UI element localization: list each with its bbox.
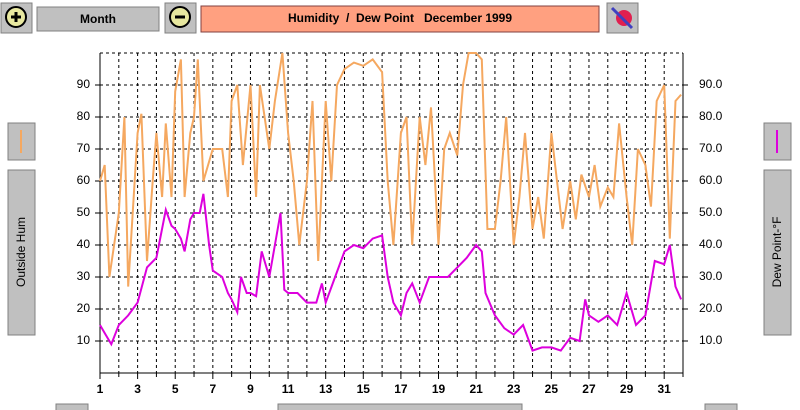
scroll-button[interactable] [704, 403, 738, 410]
y2-tick-label: 90.0 [699, 77, 723, 91]
legend-label: Dew Point-°F [770, 217, 784, 288]
y-tick-label: 40 [77, 237, 91, 251]
y2-tick-label: 10.0 [699, 333, 723, 347]
y2-tick-label: 70.0 [699, 141, 723, 155]
scroll-button[interactable] [55, 403, 89, 410]
x-tick-label: 23 [507, 382, 521, 396]
x-tick-label: 25 [545, 382, 559, 396]
y2-tick-label: 20.0 [699, 301, 723, 315]
left-axis-button[interactable]: Outside Hum [7, 169, 36, 336]
right-legend-swatch[interactable] [763, 122, 792, 161]
x-tick-label: 1 [97, 382, 104, 396]
y2-tick-label: 40.0 [699, 237, 723, 251]
x-tick-label: 19 [432, 382, 446, 396]
left-legend-swatch[interactable] [7, 122, 36, 161]
x-tick-label: 9 [247, 382, 254, 396]
x-tick-label: 17 [394, 382, 408, 396]
period-button[interactable]: Month [36, 6, 160, 32]
series-line [99, 193, 683, 352]
y2-tick-label: 30.0 [699, 269, 723, 283]
y-tick-label: 90 [77, 77, 91, 91]
x-tick-label: 7 [209, 382, 216, 396]
y-tick-label: 50 [77, 205, 91, 219]
series-line [99, 52, 682, 287]
zoom-out-button[interactable] [164, 2, 197, 34]
x-tick-label: 27 [582, 382, 596, 396]
x-tick-label: 15 [357, 382, 371, 396]
chart-title: Humidity / Dew Point December 1999 [288, 11, 512, 25]
y2-tick-label: 50.0 [699, 205, 723, 219]
legend-label: Outside Hum [14, 217, 28, 287]
right-axis-button[interactable]: Dew Point-°F [763, 169, 792, 336]
scroll-thumb[interactable] [277, 403, 523, 410]
y-tick-label: 60 [77, 173, 91, 187]
y2-tick-label: 80.0 [699, 109, 723, 123]
x-tick-label: 21 [469, 382, 483, 396]
x-tick-label: 13 [319, 382, 333, 396]
y-tick-label: 70 [77, 141, 91, 155]
period-label: Month [80, 12, 116, 26]
y2-tick-label: 60.0 [699, 173, 723, 187]
x-tick-label: 5 [172, 382, 179, 396]
y-tick-label: 10 [77, 333, 91, 347]
x-tick-label: 29 [620, 382, 634, 396]
title-box [200, 5, 600, 33]
y-tick-label: 80 [77, 109, 91, 123]
x-tick-label: 31 [658, 382, 672, 396]
y-tick-label: 20 [77, 301, 91, 315]
x-tick-label: 11 [282, 382, 295, 396]
x-tick-label: 3 [134, 382, 141, 396]
zoom-in-button[interactable] [0, 2, 33, 34]
y-tick-label: 30 [77, 269, 91, 283]
color-button[interactable] [606, 2, 639, 34]
